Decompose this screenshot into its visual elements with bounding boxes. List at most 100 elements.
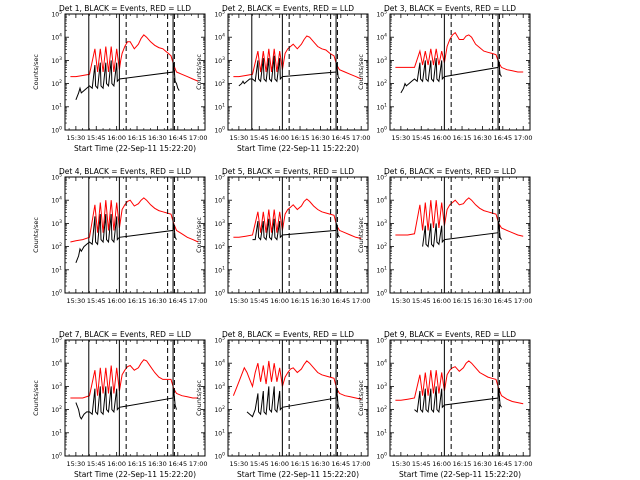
y-axis-label: Counts/sec [195, 54, 203, 90]
detector-plot-panel: Det 1, BLACK = Events, RED = LLD Counts/s… [32, 4, 208, 153]
y-tick-label: 100 [51, 289, 62, 298]
plot-frame [227, 339, 369, 457]
x-tick-label: 16:15 [453, 297, 472, 305]
y-axis-label: Counts/sec [357, 54, 365, 90]
y-tick-label: 105 [376, 336, 387, 345]
x-tick-label: 16:30 [148, 460, 167, 468]
x-tick-label: 15:30 [67, 460, 86, 468]
y-tick-label: 105 [376, 10, 387, 19]
y-tick-label: 104 [376, 33, 387, 42]
y-axis-label: Counts/sec [195, 380, 203, 416]
x-tick-label: 16:45 [331, 134, 350, 142]
y-tick-label: 104 [214, 33, 225, 42]
plot-title: Det 7, BLACK = Events, RED = LLD [59, 330, 191, 339]
x-tick-label: 16:00 [107, 297, 126, 305]
detector-plot-panel: Det 5, BLACK = Events, RED = LLD Counts/s… [195, 167, 371, 305]
y-tick-label: 100 [214, 452, 225, 461]
x-tick-label: 17:00 [189, 297, 208, 305]
x-tick-label: 16:15 [128, 134, 147, 142]
x-tick-label: 16:00 [432, 134, 451, 142]
y-tick-label: 100 [376, 452, 387, 461]
y-tick-label: 100 [214, 289, 225, 298]
series-line-lld [233, 198, 362, 239]
x-tick-label: 16:45 [493, 134, 512, 142]
y-tick-label: 102 [376, 405, 387, 414]
x-tick-label: 16:30 [148, 134, 167, 142]
x-tick-label: 15:45 [250, 134, 269, 142]
x-tick-label: 15:45 [87, 297, 106, 305]
series-line-events [422, 221, 502, 248]
x-tick-label: 16:15 [291, 297, 310, 305]
series-line-lld [70, 359, 199, 399]
plot-frame [227, 176, 369, 294]
x-tick-label: 16:30 [473, 297, 492, 305]
plot-title: Det 1, BLACK = Events, RED = LLD [59, 4, 191, 13]
y-tick-label: 103 [214, 56, 225, 65]
y-tick-label: 102 [51, 242, 62, 251]
y-tick-label: 100 [51, 126, 62, 135]
y-tick-label: 101 [51, 428, 62, 437]
x-tick-label: 17:00 [352, 297, 371, 305]
x-tick-label: 16:30 [473, 134, 492, 142]
y-tick-label: 103 [376, 219, 387, 228]
x-tick-label: 16:30 [148, 297, 167, 305]
x-tick-label: 15:30 [67, 134, 86, 142]
x-axis-label: Start Time (22-Sep-11 15:22:20) [399, 470, 521, 479]
series-line-events [252, 218, 340, 241]
x-tick-label: 16:30 [311, 134, 330, 142]
x-tick-label: 15:45 [412, 460, 431, 468]
x-tick-label: 15:45 [412, 134, 431, 142]
series-line-lld [395, 360, 524, 405]
x-tick-label: 15:45 [87, 460, 106, 468]
y-tick-label: 101 [376, 265, 387, 274]
y-axis-label: Counts/sec [357, 217, 365, 253]
x-axis-label: Start Time (22-Sep-11 15:22:20) [74, 144, 196, 153]
series-group [232, 360, 362, 418]
y-tick-label: 102 [376, 242, 387, 251]
y-tick-label: 104 [51, 359, 62, 368]
y-tick-label: 101 [376, 102, 387, 111]
x-tick-label: 16:45 [331, 460, 350, 468]
series-line-events [414, 386, 502, 414]
y-tick-label: 105 [214, 173, 225, 182]
x-tick-label: 16:45 [493, 297, 512, 305]
x-tick-label: 17:00 [514, 134, 533, 142]
x-tick-label: 16:45 [493, 460, 512, 468]
x-tick-label: 17:00 [352, 134, 371, 142]
y-tick-label: 104 [214, 359, 225, 368]
y-tick-label: 100 [376, 126, 387, 135]
x-tick-label: 16:15 [291, 134, 310, 142]
x-tick-label: 15:45 [412, 297, 431, 305]
x-tick-label: 16:30 [473, 460, 492, 468]
y-axis-label: Counts/sec [32, 380, 40, 416]
y-tick-label: 104 [376, 196, 387, 205]
series-group [233, 198, 362, 241]
x-tick-label: 16:15 [453, 134, 472, 142]
plot-title: Det 6, BLACK = Events, RED = LLD [384, 167, 516, 176]
x-tick-label: 16:45 [168, 460, 187, 468]
series-line-lld [232, 360, 362, 400]
y-tick-label: 102 [214, 405, 225, 414]
x-tick-label: 17:00 [514, 460, 533, 468]
y-tick-label: 105 [51, 336, 62, 345]
detector-plot-panel: Det 7, BLACK = Events, RED = LLD Counts/s… [32, 330, 208, 479]
y-tick-label: 102 [214, 242, 225, 251]
y-tick-label: 105 [214, 336, 225, 345]
x-tick-label: 16:00 [432, 297, 451, 305]
x-tick-label: 16:15 [453, 460, 472, 468]
y-tick-label: 105 [214, 10, 225, 19]
detector-plot-panel: Det 4, BLACK = Events, RED = LLD Counts/s… [32, 167, 208, 305]
series-group [395, 197, 524, 248]
y-tick-label: 102 [214, 79, 225, 88]
x-tick-label: 15:45 [250, 460, 269, 468]
detector-plot-panel: Det 6, BLACK = Events, RED = LLD Counts/s… [357, 167, 533, 305]
series-line-lld [395, 197, 524, 237]
series-group [395, 31, 524, 94]
y-tick-label: 100 [51, 452, 62, 461]
plot-title: Det 3, BLACK = Events, RED = LLD [384, 4, 516, 13]
x-tick-label: 16:15 [291, 460, 310, 468]
y-tick-label: 101 [214, 265, 225, 274]
plot-title: Det 5, BLACK = Events, RED = LLD [222, 167, 354, 176]
y-tick-label: 103 [51, 219, 62, 228]
